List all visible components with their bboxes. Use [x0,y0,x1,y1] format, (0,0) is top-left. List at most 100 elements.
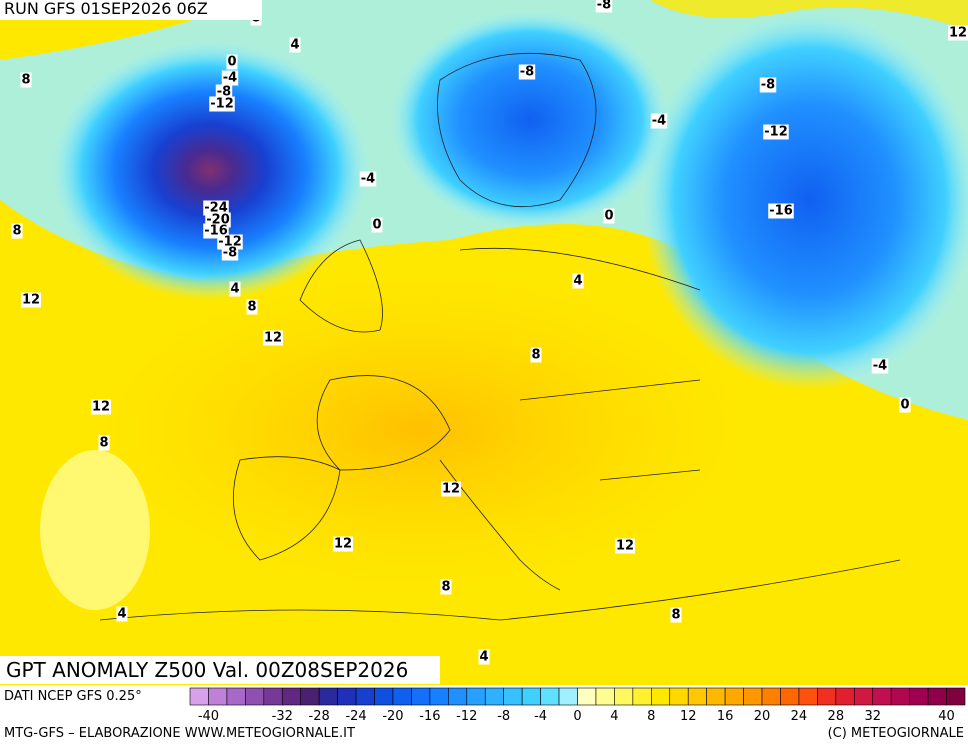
label-box [221,245,239,261]
run-box [0,0,262,20]
label-box [440,481,462,497]
contour-label: 0 [604,209,613,224]
colorbar-swatch [853,687,874,706]
contour-label: 8 [12,224,21,239]
low-center [50,40,370,300]
label-box [670,607,682,623]
colorbar-label: -40 [198,709,219,724]
colorbar-swatch [946,687,966,706]
colorbar-swatch [558,687,578,706]
contour-label: 8 [441,580,450,595]
contour-label: 4 [479,650,488,665]
label-box [20,72,32,88]
colorbar-label: 0 [573,709,581,724]
contour-label: 4 [290,38,299,53]
run-label: RUN GFS 01SEP2026 06Z [4,0,208,18]
colorbar-swatch [669,687,689,706]
colorbar-swatch [300,687,320,706]
label-box [759,77,777,93]
colorbar-label: 24 [791,709,808,724]
colorbar-label: 40 [938,709,955,724]
label-box [221,70,239,86]
contour-label: -12 [210,97,234,112]
contour-label: -8 [520,65,534,80]
contour-label: -12 [764,125,788,140]
colorbar-label: 28 [828,709,845,724]
colorbar-swatch [687,687,707,706]
colorbar-swatch [411,687,431,706]
warm-area [90,270,750,590]
label-box [98,435,110,451]
contour-label: -4 [873,359,887,374]
colorbar-swatch [798,687,818,706]
colorbar-swatch [281,687,302,706]
label-box [572,273,584,289]
contour-label: 12 [22,293,40,308]
label-box [20,292,42,308]
colorbar-label: -24 [345,709,366,724]
colorbar-swatch [208,687,228,706]
colorbar-label: 20 [754,709,771,724]
label-box [289,37,301,53]
label-box [518,64,536,80]
colorbar-swatch [872,687,892,706]
label-box [603,208,615,224]
contour-label: 4 [230,282,239,297]
colorbar-swatch [484,687,504,706]
label-box [116,606,128,622]
label-box [262,330,284,346]
contour-label: 12 [334,537,352,552]
title-box [0,656,440,684]
colorbar-swatch [429,687,449,706]
colorbar-label: -16 [419,709,440,724]
colorbar-swatch [245,687,265,706]
contour-label: -8 [223,246,237,261]
colorbar-swatch [909,687,929,706]
low-area [640,10,968,390]
warm-edge [0,0,968,30]
colorbar-label: 4 [610,709,618,724]
colorbar-swatch [761,687,781,706]
label-box [614,538,636,554]
colorbar-label: -32 [272,709,293,724]
label-box [899,397,911,413]
low-area [390,10,670,230]
label-box [763,124,789,140]
label-box [650,113,668,129]
colorbar-swatch [817,687,837,706]
contour-label: 4 [573,274,582,289]
label-box [371,217,383,233]
colorbar-label: -28 [309,709,330,724]
contour-label: 0 [372,218,381,233]
colorbar-swatch [503,687,523,706]
colorbar-swatch [890,687,910,706]
colorbar-label: 8 [647,709,655,724]
label-box [768,203,794,219]
colorbar-label: -12 [456,709,477,724]
contour-label: -16 [769,204,793,219]
colorbar: -40 -32 -28 -24 -20 -16 -12 -8 -4 0 4 8 12 16 20 24 28 32… [189,687,966,724]
colorbar-label: -20 [382,709,403,724]
contour-label: 8 [531,348,540,363]
label-box [209,96,235,112]
contour-label: -8 [217,85,231,100]
colorbar-swatch [355,687,375,706]
contour-label: -24 [204,201,228,216]
colorbar-label: -4 [534,709,547,724]
contour-label: 12 [616,539,634,554]
colorbar-swatch [724,687,744,706]
colorbar-swatch [614,687,634,706]
colorbar-swatch [743,687,763,706]
map-title: GPT ANOMALY Z500 Val. 00Z08SEP2026 [6,658,408,682]
colorbar-swatch [448,687,468,706]
weak-area [40,450,150,610]
label-box [11,223,23,239]
colorbar-swatch [521,687,541,706]
colorbar-swatch [577,687,597,706]
contour-label: 8 [671,608,680,623]
label-box [530,347,542,363]
colorbar-swatch [189,687,209,706]
contour-label: 12 [264,331,282,346]
label-box [359,171,377,187]
